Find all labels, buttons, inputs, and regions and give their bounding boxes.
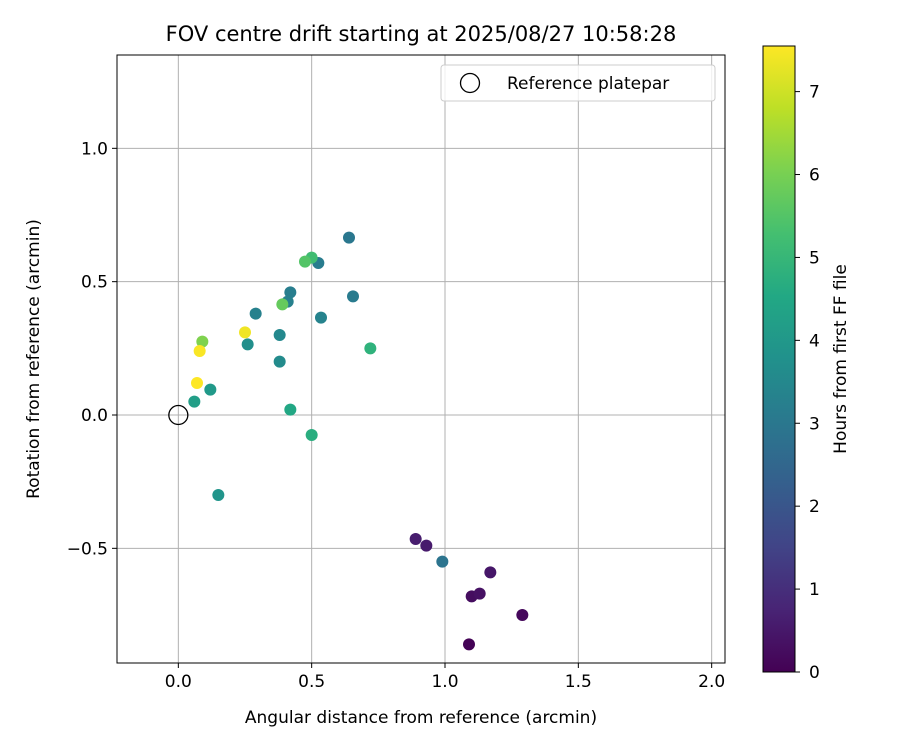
colorbar-tick-label: 0	[809, 663, 820, 683]
y-tick-label: −0.5	[67, 539, 108, 559]
legend-box	[440, 64, 716, 102]
colorbar-tick-label: 3	[809, 414, 820, 434]
legend-reference-marker	[459, 72, 481, 94]
scatter-point	[343, 231, 355, 244]
scatter-point	[196, 335, 209, 348]
scatter-point	[409, 533, 422, 545]
colorbar-tick-label: 7	[809, 83, 820, 103]
colorbar-gradient	[762, 45, 796, 673]
scatter-point	[473, 587, 486, 600]
scatter-point	[276, 298, 289, 311]
y-tick-label: 0.0	[81, 406, 108, 426]
scatter-point	[273, 329, 286, 341]
scatter-point	[364, 342, 377, 355]
legend: Reference platepar	[440, 64, 716, 102]
scatter-point	[212, 489, 225, 501]
scatter-point	[299, 255, 311, 268]
scatter-point	[284, 286, 297, 299]
colorbar-tick-label: 6	[809, 166, 820, 186]
x-tick-label: 1.0	[431, 672, 458, 692]
colorbar-tick-label: 1	[809, 580, 820, 600]
x-tick-label: 0.5	[298, 672, 325, 692]
scatter-point	[204, 383, 217, 396]
x-tick-label: 1.5	[565, 672, 592, 692]
colorbar-tick-label: 4	[809, 331, 820, 351]
grid	[117, 55, 725, 663]
colorbar-tick-label: 2	[809, 497, 820, 517]
y-tick-label: 0.5	[81, 273, 108, 293]
scatter-point	[191, 377, 203, 389]
colorbar: 0 1 2 3 4 5 6 7 Hours from first FF file	[762, 45, 851, 683]
x-tick-label: 2.0	[698, 672, 725, 692]
colorbar-label: Hours from first FF file	[831, 264, 851, 454]
reference-platepar-marker	[168, 404, 189, 426]
scatter-point	[315, 311, 327, 324]
scatter-point	[516, 609, 529, 621]
scatter-point	[241, 338, 254, 351]
scatter-point	[273, 355, 286, 368]
y-tick-label: 1.0	[81, 139, 108, 159]
x-axis-ticks: 0.0 0.5 1.0 1.5 2.0	[165, 663, 725, 692]
scatter-point	[249, 307, 262, 320]
x-axis-label: Angular distance from reference (arcmin)	[245, 708, 597, 728]
scatter-point	[239, 326, 251, 339]
scatter-point	[420, 539, 433, 552]
y-axis-ticks: −0.5 0.0 0.5 1.0	[67, 139, 117, 559]
colorbar-ticks: 0 1 2 3 4 5 6 7	[795, 83, 820, 683]
chart-title: FOV centre drift starting at 2025/08/27 …	[166, 22, 677, 46]
scatter-point	[193, 345, 206, 357]
legend-entry-label: Reference platepar	[507, 74, 669, 94]
scatter-point	[347, 290, 359, 303]
plot-frame	[116, 54, 726, 664]
scatter-point	[188, 395, 201, 408]
y-axis-label: Rotation from reference (arcmin)	[24, 219, 44, 499]
scatter-point	[484, 566, 497, 579]
scatter-point	[305, 429, 318, 441]
colorbar-tick-label: 5	[809, 248, 820, 268]
scatter-point	[436, 555, 449, 568]
reference-marker-layer	[168, 404, 189, 426]
scatter-point	[284, 403, 297, 416]
scatter-point	[463, 638, 475, 651]
data-points	[188, 231, 529, 651]
x-tick-label: 0.0	[165, 672, 192, 692]
